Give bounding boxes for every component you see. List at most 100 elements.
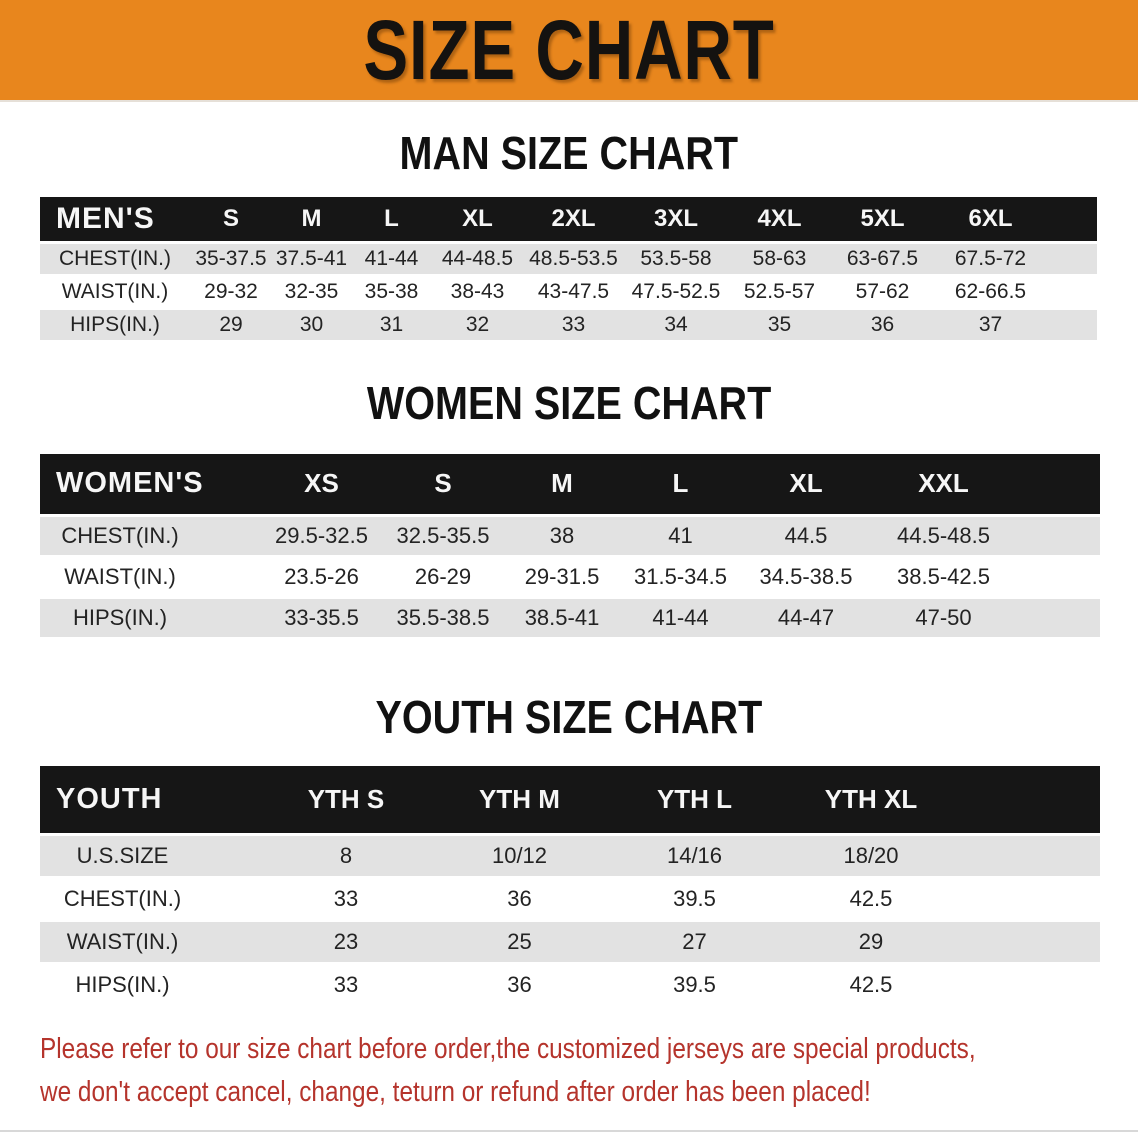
table-row: HIPS(IN.) 33-35.5 35.5-38.5 38.5-41 41-44 44-… — [40, 597, 1100, 639]
men-size-table: MEN'S S M L XL 2XL 3XL 4XL 5XL 6XL CHEST(IN.) 35-37… — [40, 197, 1097, 343]
size-value-cell: 27 — [682, 928, 707, 954]
size-value-cell: 42.5 — [849, 885, 893, 911]
size-value-cell: 34.5-38.5 — [759, 564, 853, 589]
size-value-cell: 36 — [507, 971, 532, 997]
size-value-cell: 63-67.5 — [846, 246, 919, 270]
size-column-header: XXL — [918, 468, 969, 499]
size-section-men: MAN SIZE CHART MEN'S S M L XL 2XL 3XL 4XL 5XL 6XL C… — [0, 130, 1138, 343]
table-row: WAIST(IN.) 23 25 27 29 — [40, 920, 1100, 963]
size-value-cell: 36 — [870, 312, 895, 336]
size-value-cell: 25 — [507, 928, 532, 954]
row-label: CHEST(IN.) — [59, 246, 171, 270]
size-value-cell: 39.5 — [673, 971, 716, 997]
size-value-cell: 41-44 — [652, 605, 709, 630]
size-value-cell: 33 — [333, 885, 359, 911]
size-value-cell: 33 — [561, 312, 586, 336]
section-heading-men: MAN SIZE CHART — [0, 130, 1138, 176]
size-value-cell: 48.5-53.5 — [529, 246, 618, 270]
size-value-cell: 31.5-34.5 — [634, 564, 727, 589]
size-value-cell: 29-32 — [204, 279, 258, 303]
size-column-header: YTH XL — [824, 783, 918, 814]
table-row: CHEST(IN.) 33 36 39.5 42.5 — [40, 877, 1100, 920]
size-value-cell: 38.5-42.5 — [897, 564, 990, 589]
size-value-cell: 32-35 — [284, 279, 339, 303]
disclaimer-text-2: we don't accept cancel, change, teturn o… — [40, 1075, 871, 1108]
size-column-header: 4XL — [757, 204, 802, 232]
size-value-cell: 32 — [465, 312, 490, 336]
size-value-cell: 10/12 — [491, 842, 548, 868]
size-value-cell: 62-66.5 — [954, 279, 1027, 303]
size-value-cell: 23 — [333, 928, 359, 954]
size-value-cell: 26-29 — [414, 564, 472, 589]
size-column-header: YTH L — [656, 783, 733, 814]
size-value-cell: 30 — [299, 312, 324, 336]
size-column-header: M — [551, 468, 573, 499]
table-group-label: WOMEN'S — [56, 467, 204, 500]
youth-size-table: YOUTH YTH S YTH M YTH L YTH XL U.S.SIZE 8 10/12… — [40, 766, 1100, 1008]
size-value-cell: 35 — [767, 312, 792, 336]
row-label: WAIST(IN.) — [66, 928, 179, 954]
size-chart-sections: MAN SIZE CHART MEN'S S M L XL 2XL 3XL 4XL 5XL 6XL C… — [0, 130, 1138, 1008]
size-value-cell: 35-37.5 — [195, 246, 267, 270]
section-heading-women: WOMEN SIZE CHART — [0, 380, 1138, 426]
table-group-label: YOUTH — [56, 782, 163, 815]
table-header-row: WOMEN'S XS S M L XL XXL — [40, 453, 1100, 516]
size-value-cell: 67.5-72 — [954, 246, 1027, 270]
table-row: HIPS(IN.) 33 36 39.5 42.5 — [40, 963, 1100, 1006]
size-column-header: XS — [304, 468, 339, 499]
size-value-cell: 38-43 — [450, 279, 505, 303]
size-value-cell: 18/20 — [843, 842, 899, 868]
size-value-cell: 34 — [664, 312, 688, 336]
table-row: WAIST(IN.) 23.5-26 26-29 29-31.5 31.5-34.5 34… — [40, 556, 1100, 598]
disclaimer: Please refer to our size chart before or… — [0, 1030, 1138, 1116]
size-column-header: L — [672, 468, 689, 499]
row-label: HIPS(IN.) — [70, 312, 160, 336]
table-header-row: MEN'S S M L XL 2XL 3XL 4XL 5XL 6XL — [40, 197, 1097, 242]
disclaimer-line: Please refer to our size chart before or… — [40, 1030, 1138, 1073]
size-value-cell: 29.5-32.5 — [275, 523, 368, 548]
size-value-cell: 44-47 — [777, 605, 835, 630]
table-row: CHEST(IN.) 29.5-32.5 32.5-35.5 38 41 44.5 44.5… — [40, 515, 1100, 557]
size-value-cell: 29-31.5 — [524, 564, 600, 589]
size-value-cell: 38.5-41 — [524, 605, 600, 630]
size-value-cell: 44-48.5 — [441, 246, 514, 270]
disclaimer-text-1: Please refer to our size chart before or… — [40, 1032, 976, 1065]
size-column-header: M — [301, 204, 322, 232]
size-value-cell: 53.5-58 — [640, 246, 712, 270]
size-column-header: XL — [462, 204, 493, 232]
size-value-cell: 35-38 — [364, 279, 419, 303]
row-label: U.S.SIZE — [76, 842, 169, 868]
table-group-label: MEN'S — [56, 201, 155, 235]
disclaimer-line: we don't accept cancel, change, teturn o… — [40, 1073, 1138, 1116]
size-value-cell: 33-35.5 — [284, 605, 359, 630]
size-value-cell: 41 — [668, 523, 693, 548]
row-label: WAIST(IN.) — [61, 279, 169, 303]
size-section-women: WOMEN SIZE CHART WOMEN'S XS S M L XL XXL CHEST(I… — [0, 380, 1138, 641]
size-column-header: 5XL — [860, 204, 905, 232]
row-label: WAIST(IN.) — [64, 564, 176, 589]
banner: SIZE CHART — [0, 0, 1138, 102]
table-row: WAIST(IN.) 29-32 32-35 35-38 38-43 43-47.5 47.… — [40, 275, 1097, 308]
size-column-header: L — [384, 204, 399, 232]
row-label: HIPS(IN.) — [72, 605, 168, 630]
size-value-cell: 36 — [507, 885, 532, 911]
size-value-cell: 39.5 — [673, 885, 716, 911]
size-column-header: 2XL — [551, 204, 596, 232]
size-column-header: S — [222, 204, 239, 232]
size-value-cell: 47-50 — [915, 605, 972, 630]
size-value-cell: 52.5-57 — [743, 279, 816, 303]
size-value-cell: 33 — [333, 971, 359, 997]
size-value-cell: 44.5 — [784, 523, 828, 548]
size-value-cell: 14/16 — [666, 842, 723, 868]
section-heading-text: YOUTH SIZE CHART — [375, 691, 763, 743]
size-value-cell: 43-47.5 — [537, 279, 610, 303]
size-value-cell: 31 — [379, 312, 404, 336]
size-value-cell: 8 — [339, 842, 353, 868]
size-column-header: YTH M — [479, 783, 560, 814]
row-label: CHEST(IN.) — [61, 523, 179, 548]
size-value-cell: 32.5-35.5 — [396, 523, 490, 548]
size-value-cell: 37 — [978, 312, 1003, 336]
size-value-cell: 41-44 — [364, 246, 419, 270]
size-column-header: XL — [789, 468, 823, 499]
